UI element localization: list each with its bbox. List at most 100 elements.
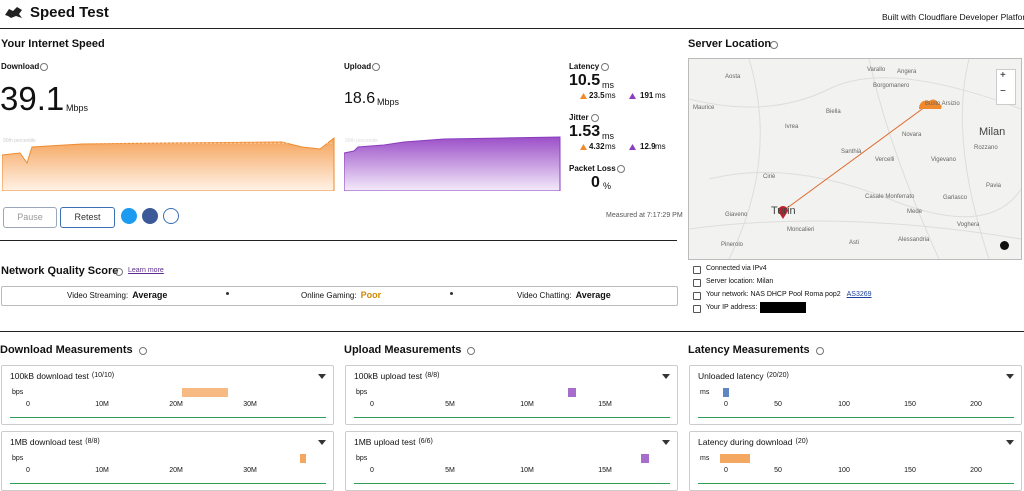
panel-count: (20) (795, 438, 808, 445)
logo (5, 7, 22, 18)
map-label: Pavia (986, 183, 1002, 189)
axis-tick-label: 200 (970, 467, 982, 474)
quality-box (1, 286, 678, 306)
learn-more-link[interactable]: Learn more (128, 267, 164, 274)
twitter-share[interactable] (121, 208, 137, 224)
measurement-panel[interactable]: 100kB upload test (8/8) bps 0 5M 10M 15M (345, 365, 678, 425)
axis-tick-label: 150 (904, 401, 916, 408)
measurement-panel[interactable]: 1MB download test (8/8) bps 0 10M 20M 30M (1, 431, 334, 491)
latency-down: 23.5 (589, 91, 605, 100)
section-heading: Upload Measurements (344, 344, 462, 356)
separator (450, 292, 453, 295)
map-label: Garlasco (943, 195, 968, 201)
panel-count: (20/20) (766, 372, 789, 379)
latency-value: 10.5 (569, 72, 601, 89)
packet-loss-label: Packet Loss (569, 164, 616, 173)
latency-unit: ms (602, 80, 614, 90)
packet-loss-value: 0 (591, 174, 600, 191)
axis-line (10, 483, 326, 484)
axis-unit: ms (700, 389, 710, 396)
section-heading: Latency Measurements (688, 344, 810, 356)
axis-line (698, 417, 1014, 418)
quality-label: Video Streaming: (67, 291, 129, 300)
map-label: Angera (897, 69, 917, 75)
retest-button[interactable]: Retest (60, 207, 115, 228)
unit: ms (655, 91, 666, 100)
percentile-label: 90th percentile (345, 138, 378, 144)
map-label: Asti (849, 240, 860, 246)
jitter-unit: ms (602, 131, 614, 141)
jitter-up: 12.9 (640, 142, 656, 151)
credit: Built with Cloudflare Developer Platform (882, 12, 1024, 22)
zoom-in[interactable]: + (1000, 70, 1006, 81)
upload-chart (344, 136, 561, 191)
map-label: Moncalieri (787, 227, 815, 233)
download-unit: Mbps (66, 103, 89, 113)
section-heading: Your Internet Speed (1, 38, 105, 50)
zoom-control (996, 69, 1016, 105)
quality-label: Online Gaming: (301, 291, 357, 300)
app-title: Speed Test (30, 4, 109, 21)
box-plot (300, 454, 306, 463)
percentile-label: 90th percentile (3, 138, 36, 144)
measurement-panel[interactable]: 100kB download test (10/10) bps 0 10M 20M 30M (1, 365, 334, 425)
map-label: Maurice (693, 105, 715, 111)
axis-tick-label: 0 (724, 467, 728, 474)
axis-tick-label: 5M (445, 467, 455, 474)
separator (226, 292, 229, 295)
panel-count: (6/6) (418, 438, 433, 445)
info-icon (693, 292, 701, 300)
axis-tick-label: 5M (445, 401, 455, 408)
map-label: Voghera (957, 222, 980, 228)
axis-tick-label: 0 (370, 467, 374, 474)
map-label: Giaveno (725, 212, 748, 218)
map[interactable]: + − Aosta Varallo Angera Borgomanero Busto A… (688, 58, 1022, 260)
axis-tick-label: 50 (774, 467, 782, 474)
download-results[interactable] (163, 208, 179, 224)
button-label: Retest (74, 212, 101, 222)
facebook-share[interactable] (142, 208, 158, 224)
box-plot (723, 388, 729, 397)
info-icon (693, 266, 701, 274)
measurement-panel[interactable]: Latency during download (20) ms 0 50 100 150 20… (689, 431, 1022, 491)
panel-title: 100kB upload test (354, 371, 423, 381)
axis-unit: bps (12, 389, 24, 396)
upload-label: Upload (344, 62, 372, 71)
measurement-panel[interactable]: Unloaded latency (20/20) ms 0 50 100 150 200 (689, 365, 1022, 425)
unit: ms (655, 142, 666, 151)
caret (318, 374, 326, 379)
axis-tick-label: 0 (26, 467, 30, 474)
axis-tick-label: 15M (598, 401, 612, 408)
asn-link[interactable]: AS3269 (846, 291, 872, 298)
map-label: Rozzano (974, 145, 998, 151)
latency-up: 191 (640, 91, 654, 100)
section-heading: Network Quality Score (1, 265, 119, 277)
caret (318, 440, 326, 445)
box-plot (568, 388, 576, 397)
axis-line (10, 417, 326, 418)
axis-tick-label: 0 (370, 401, 374, 408)
axis-unit: ms (700, 455, 710, 462)
caret (662, 374, 670, 379)
info-text: Server location: Milan (706, 278, 774, 285)
map-label: Ivrea (785, 124, 799, 130)
quality-value: Poor (360, 290, 382, 300)
section-heading: Server Location (688, 38, 772, 50)
axis-tick-label: 30M (243, 467, 257, 474)
zoom-out[interactable]: − (1000, 86, 1006, 97)
section-heading: Download Measurements (0, 344, 133, 356)
map-label: Novara (902, 132, 922, 138)
axis-unit: bps (356, 389, 368, 396)
jitter-down: 4.32 (589, 142, 605, 151)
pause-button[interactable]: Pause (3, 207, 57, 228)
packet-loss-unit: % (603, 181, 612, 191)
measurement-panel[interactable]: 1MB upload test (6/6) bps 0 5M 10M 15M (345, 431, 678, 491)
quality-value: Average (575, 290, 611, 300)
panel-title: Unloaded latency (698, 371, 764, 381)
map-label: Vercelli (875, 157, 895, 163)
map-label: Aosta (725, 74, 741, 80)
map-label: Pinerolo (721, 242, 744, 248)
axis-tick-label: 10M (95, 467, 109, 474)
map-label: Borgomanero (873, 83, 910, 89)
panel-title: 100kB download test (10, 371, 89, 381)
